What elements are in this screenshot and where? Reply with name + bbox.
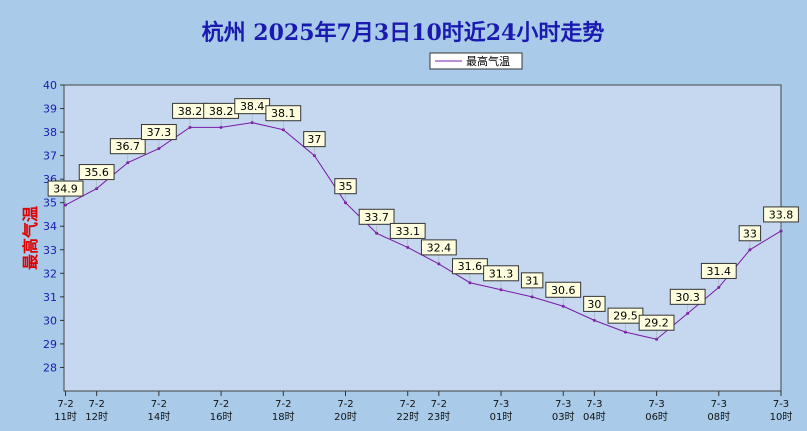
x-tick-time-label: 22时 [396, 411, 419, 423]
x-tick-date-label: 7-2 [213, 399, 229, 410]
y-tick-label: 35 [43, 197, 57, 210]
x-tick-date-label: 7-3 [773, 399, 789, 410]
y-tick-label: 39 [43, 103, 57, 116]
data-label-box [358, 208, 395, 225]
y-tick-label: 37 [43, 150, 57, 163]
data-label-box [583, 295, 606, 312]
y-tick-label: 38 [43, 126, 57, 139]
x-tick-date-label: 7-3 [493, 399, 509, 410]
data-label: 31.4 [707, 265, 732, 278]
x-tick-time-label: 06时 [645, 411, 668, 423]
data-label: 33.8 [769, 208, 794, 221]
data-label: 30 [587, 298, 601, 311]
data-label-box [483, 265, 519, 282]
x-tick-date-label: 7-2 [400, 399, 416, 410]
x-tick-date-label: 7-3 [555, 399, 571, 410]
data-label: 30.6 [551, 284, 576, 297]
data-label: 38.2 [209, 105, 234, 118]
data-label-box [109, 138, 146, 155]
data-label-box [738, 225, 762, 242]
data-label: 31 [525, 274, 539, 287]
data-label-box [638, 314, 675, 331]
data-label: 33.7 [364, 211, 389, 224]
x-axis: 7-211时7-212时7-214时7-216时7-218时7-220时7-22… [54, 391, 792, 423]
x-tick-time-label: 20时 [334, 411, 357, 423]
legend-entry-label: 最高气温 [466, 54, 510, 68]
y-tick-label: 29 [43, 338, 57, 351]
y-tick-label: 30 [43, 314, 57, 327]
data-label-box [140, 124, 177, 141]
x-tick-time-label: 16时 [210, 411, 233, 423]
data-label: 31.3 [489, 267, 514, 280]
data-label: 31.6 [458, 260, 483, 273]
x-tick-time-label: 04时 [583, 411, 606, 423]
data-label: 35 [339, 180, 353, 193]
x-tick-time-label: 23时 [427, 411, 450, 423]
x-tick-date-label: 7-2 [57, 399, 73, 410]
data-labels: 34.9 35.6 36.7 37.3 38.2 38.2 38.4 38.1 37 35 33.7… [47, 98, 799, 340]
x-tick-time-label: 10时 [770, 411, 793, 423]
data-label: 29.5 [613, 310, 638, 323]
data-label: 32.4 [427, 241, 452, 254]
y-axis-label: 最高气温 [21, 206, 40, 270]
data-label: 37.3 [147, 126, 172, 139]
data-label-box [78, 164, 115, 181]
y-tick-label: 34 [43, 220, 57, 233]
data-label-box [389, 222, 426, 239]
data-label-box [47, 180, 84, 197]
data-label: 30.3 [675, 291, 700, 304]
data-label-box [265, 105, 302, 122]
y-tick-label: 40 [43, 79, 57, 92]
x-tick-time-label: 03时 [552, 411, 575, 423]
x-tick-date-label: 7-3 [648, 399, 664, 410]
data-label-box [334, 178, 357, 195]
data-label-box [520, 272, 544, 289]
data-label: 37 [307, 133, 321, 146]
data-label: 38.1 [271, 107, 296, 120]
data-label-box [700, 262, 737, 279]
legend-box [429, 52, 523, 70]
legend: 最高气温 [429, 52, 523, 70]
y-tick-label: 32 [43, 267, 57, 280]
series-line [65, 122, 782, 340]
x-tick-time-label: 11时 [54, 411, 77, 423]
data-label-box [545, 281, 582, 298]
y-tick-label: 31 [43, 291, 57, 304]
data-label-box [669, 288, 706, 305]
x-tick-date-label: 7-3 [586, 399, 602, 410]
data-label: 38.4 [240, 100, 265, 113]
x-tick-date-label: 7-2 [151, 399, 167, 410]
data-label: 34.9 [53, 183, 78, 196]
data-label-box [303, 131, 326, 148]
x-tick-time-label: 12时 [85, 411, 108, 423]
x-tick-time-label: 08时 [707, 411, 730, 423]
y-tick-label: 28 [43, 361, 57, 374]
y-tick-label: 33 [43, 244, 57, 257]
x-tick-date-label: 7-2 [88, 399, 104, 410]
data-label-box [420, 239, 457, 256]
data-label: 35.6 [84, 166, 109, 179]
data-label: 36.7 [116, 140, 141, 153]
x-tick-date-label: 7-3 [711, 399, 727, 410]
x-tick-time-label: 14时 [148, 411, 171, 423]
data-label: 33.1 [395, 225, 420, 238]
x-tick-time-label: 01时 [490, 411, 513, 423]
data-label: 29.2 [644, 317, 669, 330]
data-label-box [763, 206, 799, 223]
x-tick-time-label: 18时 [272, 411, 295, 423]
x-tick-date-label: 7-2 [431, 399, 447, 410]
data-label: 33 [743, 227, 757, 240]
x-tick-date-label: 7-2 [275, 399, 291, 410]
data-label: 38.2 [178, 105, 203, 118]
x-tick-date-label: 7-2 [337, 399, 353, 410]
chart-title: 杭州 2025年7月3日10时近24小时走势 [202, 20, 605, 46]
